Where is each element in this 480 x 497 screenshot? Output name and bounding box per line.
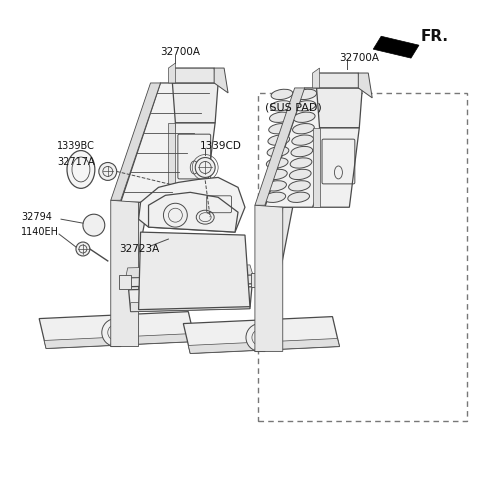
Ellipse shape (196, 210, 214, 224)
Circle shape (102, 319, 130, 346)
Ellipse shape (265, 169, 287, 179)
Text: 32700A: 32700A (160, 47, 201, 57)
Ellipse shape (271, 89, 293, 99)
Ellipse shape (293, 124, 314, 134)
Polygon shape (170, 123, 215, 202)
Ellipse shape (288, 181, 310, 191)
Polygon shape (314, 128, 360, 207)
Polygon shape (183, 317, 339, 353)
Bar (172, 278, 190, 285)
Circle shape (171, 176, 174, 179)
Polygon shape (120, 83, 212, 202)
Polygon shape (139, 232, 250, 310)
Polygon shape (39, 312, 195, 348)
Polygon shape (265, 88, 356, 207)
Ellipse shape (289, 169, 311, 179)
Ellipse shape (270, 101, 292, 111)
Text: 1339BC: 1339BC (57, 141, 95, 151)
Polygon shape (312, 68, 320, 88)
Text: (SUS PAD): (SUS PAD) (265, 103, 322, 113)
Circle shape (246, 324, 274, 351)
Ellipse shape (291, 147, 312, 157)
Text: 32717A: 32717A (57, 157, 95, 166)
Polygon shape (119, 275, 131, 289)
Polygon shape (170, 68, 218, 83)
Text: 32794: 32794 (21, 212, 52, 222)
Text: 1140EH: 1140EH (21, 227, 59, 237)
Ellipse shape (266, 158, 288, 168)
Polygon shape (312, 128, 320, 207)
Polygon shape (188, 338, 339, 353)
Circle shape (99, 163, 117, 180)
Polygon shape (251, 273, 263, 287)
Polygon shape (373, 36, 419, 58)
Circle shape (315, 173, 318, 176)
Ellipse shape (292, 135, 313, 145)
Circle shape (171, 160, 174, 163)
Polygon shape (129, 287, 252, 312)
Circle shape (164, 203, 187, 227)
Ellipse shape (265, 181, 287, 191)
Polygon shape (168, 63, 175, 83)
Polygon shape (139, 177, 245, 232)
Polygon shape (126, 275, 253, 287)
Polygon shape (111, 200, 139, 346)
Polygon shape (111, 83, 160, 200)
Ellipse shape (268, 135, 289, 145)
Polygon shape (168, 123, 175, 202)
Polygon shape (111, 202, 148, 346)
Text: 1339CD: 1339CD (200, 141, 242, 151)
Polygon shape (255, 207, 293, 351)
Polygon shape (255, 205, 283, 351)
Polygon shape (358, 73, 372, 98)
Ellipse shape (264, 192, 286, 202)
Polygon shape (214, 68, 228, 93)
Ellipse shape (290, 158, 312, 168)
Ellipse shape (288, 192, 310, 202)
Text: 32723A: 32723A (119, 244, 159, 254)
Text: FR.: FR. (421, 29, 449, 44)
Polygon shape (44, 333, 195, 348)
Text: 32700A: 32700A (339, 53, 379, 63)
Circle shape (195, 158, 215, 177)
Ellipse shape (269, 112, 291, 122)
Polygon shape (131, 300, 250, 312)
Circle shape (315, 165, 318, 168)
Bar (258, 93, 467, 421)
Ellipse shape (294, 101, 316, 111)
Ellipse shape (67, 151, 95, 188)
Ellipse shape (267, 147, 289, 157)
Circle shape (76, 242, 90, 256)
Polygon shape (126, 265, 253, 278)
Polygon shape (314, 73, 362, 88)
Ellipse shape (295, 89, 317, 99)
Polygon shape (316, 88, 362, 128)
Circle shape (83, 214, 105, 236)
Bar (200, 278, 218, 285)
Ellipse shape (293, 112, 315, 122)
Polygon shape (255, 88, 305, 205)
Polygon shape (148, 192, 238, 232)
Polygon shape (172, 83, 218, 123)
Ellipse shape (269, 124, 290, 134)
Circle shape (171, 168, 174, 171)
Circle shape (315, 181, 318, 184)
Bar (145, 278, 164, 285)
